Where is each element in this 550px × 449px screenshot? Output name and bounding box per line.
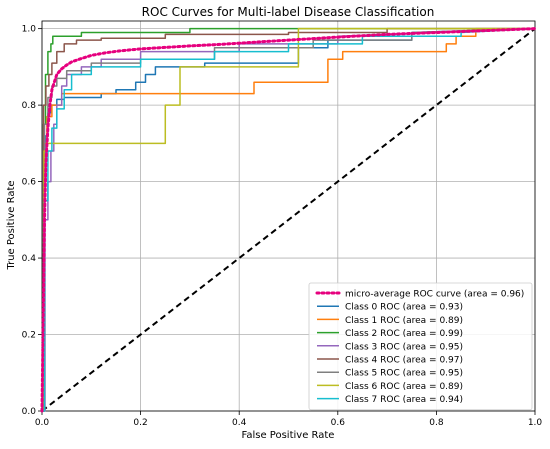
series-line-7 <box>42 27 535 412</box>
legend-label-0: micro-average ROC curve (area = 0.96) <box>345 290 524 300</box>
chance-diagonal-line <box>41 27 536 412</box>
y-axis-label: True Positive Rate <box>6 180 17 270</box>
y-tick-label: 0.4 <box>22 254 37 264</box>
y-tick-label: 0.6 <box>22 178 37 188</box>
y-tick-label: 0.8 <box>22 101 37 111</box>
legend-label-4: Class 3 ROC (area = 0.95) <box>345 342 463 352</box>
y-tick-label: 1.0 <box>22 25 37 35</box>
series-layer <box>40 27 537 413</box>
legend-label-1: Class 0 ROC (area = 0.93) <box>345 303 463 313</box>
legend-label-2: Class 1 ROC (area = 0.89) <box>345 316 463 326</box>
legend-label-3: Class 2 ROC (area = 0.99) <box>345 329 463 339</box>
legend-label-5: Class 4 ROC (area = 0.97) <box>345 356 463 366</box>
chart-title: ROC Curves for Multi-label Disease Class… <box>142 5 435 19</box>
legend: micro-average ROC curve (area = 0.96) Cla… <box>308 282 533 411</box>
legend-box <box>308 282 533 411</box>
x-tick-label: 0.8 <box>429 418 444 428</box>
x-tick-label: 0.6 <box>331 418 346 428</box>
series-line-5 <box>42 27 535 412</box>
plot-frame <box>41 20 536 412</box>
y-tick-label: 0.2 <box>22 331 36 341</box>
series-line-0 <box>40 27 537 413</box>
x-tick-label: 0.0 <box>35 418 50 428</box>
x-tick-label: 0.4 <box>232 418 247 428</box>
x-tick-label: 1.0 <box>528 418 543 428</box>
y-tick-label: 0.0 <box>22 407 37 417</box>
legend-label-6: Class 5 ROC (area = 0.95) <box>345 369 463 379</box>
x-tick-label: 0.2 <box>133 418 147 428</box>
legend-label-8: Class 7 ROC (area = 0.94) <box>345 395 463 405</box>
series-line-8 <box>42 27 536 412</box>
legend-label-7: Class 6 ROC (area = 0.89) <box>345 382 463 392</box>
axes: 0.0 0.2 0.4 0.6 0.8 1.0 0.0 0.2 0.4 0.6 0.8 1.0 <box>22 20 543 428</box>
x-axis-label: False Positive Rate <box>242 430 335 441</box>
